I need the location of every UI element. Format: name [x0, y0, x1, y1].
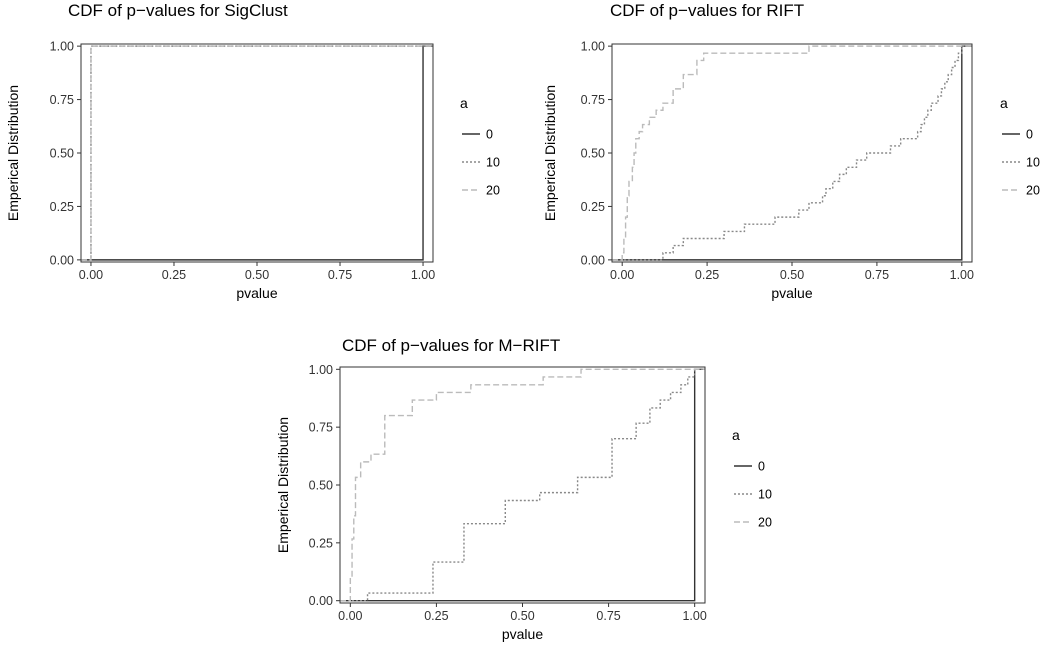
y-tick-label: 0.75 — [581, 93, 605, 107]
series-line-10 — [340, 368, 705, 602]
legend-label-0: 0 — [486, 128, 493, 142]
x-tick-label: 0.50 — [510, 609, 534, 623]
x-tick-label: 1.00 — [682, 609, 706, 623]
legend-title: a — [1000, 95, 1008, 111]
legend-label-0: 0 — [758, 460, 765, 474]
x-tick-label: 0.75 — [328, 268, 352, 282]
y-tick-label: 0.50 — [581, 147, 605, 161]
chart-title: CDF of p−values for SigClust — [68, 1, 288, 20]
y-tick-label: 0.75 — [50, 93, 74, 107]
x-tick-label: 0.00 — [610, 268, 634, 282]
legend: a 0 10 20 — [1000, 95, 1040, 198]
y-tick-label: 0.00 — [309, 594, 333, 608]
plot-border — [611, 43, 973, 263]
legend-label-20: 20 — [758, 516, 772, 530]
y-axis-title: Emperical Distribution — [275, 417, 291, 553]
x-tick-label: 1.00 — [411, 268, 435, 282]
legend-label-20: 20 — [1026, 184, 1040, 198]
chart-title: CDF of p−values for RIFT — [610, 1, 804, 20]
series-line-20 — [340, 368, 705, 602]
series-line-10 — [81, 45, 433, 261]
x-tick-label: 0.00 — [79, 268, 103, 282]
panel-m-rift: CDF of p−values for M−RIFT 0.00 0.25 0.50 0.… — [275, 336, 772, 642]
series-line-10 — [612, 45, 972, 261]
legend-title: a — [460, 95, 468, 111]
y-axis-title: Emperical Distribution — [5, 85, 21, 221]
y-tick-label: 0.75 — [309, 421, 333, 435]
x-tick-label: 0.50 — [780, 268, 804, 282]
legend-label-0: 0 — [1026, 128, 1033, 142]
panel-rift: CDF of p−values for RIFT 0.00 0.25 0.50 0.75… — [542, 1, 1040, 301]
plot-border — [339, 366, 706, 604]
legend: a 0 10 20 — [460, 95, 500, 198]
x-tick-label: 0.50 — [245, 268, 269, 282]
x-axis-title: pvalue — [502, 626, 543, 642]
y-tick-label: 0.50 — [309, 479, 333, 493]
chart-title: CDF of p−values for M−RIFT — [342, 336, 560, 355]
series-line-0 — [612, 45, 972, 261]
y-tick-label: 1.00 — [309, 363, 333, 377]
legend: a 0 10 20 — [732, 427, 772, 530]
x-tick-label: 0.75 — [596, 609, 620, 623]
y-axis-title: Emperical Distribution — [542, 85, 558, 221]
y-tick-label: 1.00 — [581, 40, 605, 54]
series-line-0 — [81, 45, 433, 261]
x-axis-title: pvalue — [771, 285, 812, 301]
y-tick-label: 1.00 — [50, 40, 74, 54]
x-tick-label: 1.00 — [950, 268, 974, 282]
legend-label-10: 10 — [486, 156, 500, 170]
legend-label-20: 20 — [486, 184, 500, 198]
panel-sigclust: CDF of p−values for SigClust 0.00 0.25 0.50… — [5, 1, 500, 301]
y-tick-label: 0.25 — [581, 200, 605, 214]
x-tick-label: 0.25 — [695, 268, 719, 282]
series-line-20 — [81, 45, 433, 261]
y-tick-label: 0.25 — [50, 200, 74, 214]
plot-border — [80, 43, 434, 263]
legend-title: a — [732, 427, 740, 443]
legend-label-10: 10 — [1026, 156, 1040, 170]
y-tick-label: 0.50 — [50, 147, 74, 161]
x-tick-label: 0.25 — [162, 268, 186, 282]
y-tick-label: 0.25 — [309, 536, 333, 550]
x-axis-title: pvalue — [236, 285, 277, 301]
series-line-20 — [612, 45, 972, 261]
series-line-0 — [340, 368, 705, 602]
x-tick-label: 0.25 — [424, 609, 448, 623]
x-tick-label: 0.75 — [865, 268, 889, 282]
x-tick-label: 0.00 — [338, 609, 362, 623]
y-tick-label: 0.00 — [581, 253, 605, 267]
y-tick-label: 0.00 — [50, 253, 74, 267]
legend-label-10: 10 — [758, 488, 772, 502]
